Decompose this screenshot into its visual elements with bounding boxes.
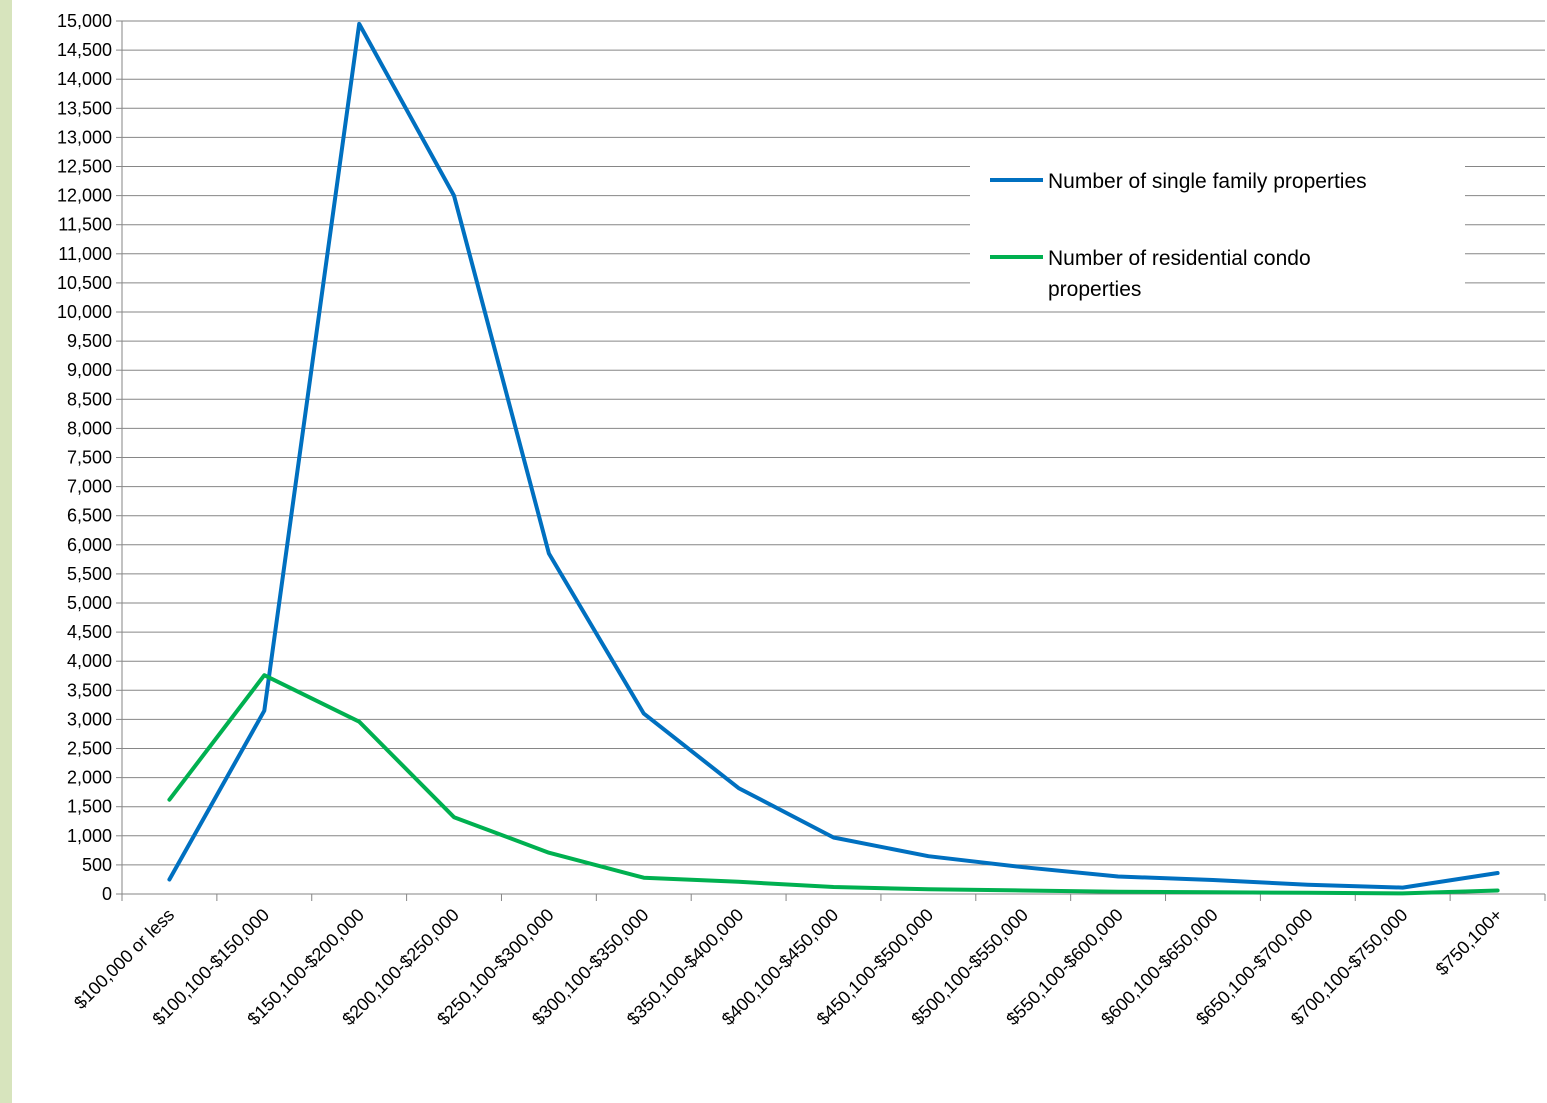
- data-point: [1306, 891, 1310, 895]
- y-tick-label: 12,000: [57, 186, 112, 206]
- y-axis-tick-labels: 0 500 1,000 1,500 2,000 2,500 3,000 3,500 4,000 4…: [57, 11, 112, 904]
- data-point: [642, 876, 646, 880]
- data-point: [832, 836, 836, 840]
- data-point: [642, 712, 646, 716]
- gridlines: [122, 20, 1545, 866]
- y-tick-label: 2,500: [67, 739, 112, 759]
- y-tick-label: 6,000: [67, 535, 112, 555]
- data-point: [737, 786, 741, 790]
- y-tick-label: 9,000: [67, 360, 112, 380]
- data-point: [452, 194, 456, 198]
- data-point: [547, 851, 551, 855]
- series-lines: [167, 21, 1500, 896]
- x-tick-label: $100,000 or less: [70, 905, 178, 1013]
- data-point: [926, 854, 930, 858]
- y-tick-label: 9,500: [67, 331, 112, 351]
- y-tick-label: 4,500: [67, 622, 112, 642]
- y-tick-label: 500: [82, 855, 112, 875]
- y-tick-label: 2,000: [67, 768, 112, 788]
- data-point: [1401, 891, 1405, 895]
- side-accent-strip: [0, 0, 12, 1103]
- x-axis-tick-labels: $100,000 or less$100,100-$150,000$150,10…: [70, 905, 1506, 1030]
- y-tick-label: 11,000: [58, 244, 112, 264]
- legend: Number of single family properties Number…: [970, 150, 1465, 301]
- y-tick-label: 6,500: [67, 506, 112, 526]
- data-point: [167, 877, 171, 881]
- y-tick-label: 11,500: [58, 215, 112, 235]
- data-point: [926, 887, 930, 891]
- y-tick-label: 8,500: [67, 389, 112, 409]
- y-tick-label: 3,500: [67, 680, 112, 700]
- data-point: [1116, 875, 1120, 879]
- data-point: [357, 720, 361, 724]
- y-tick-label: 4,000: [67, 651, 112, 671]
- series-line-residential-condo: [167, 673, 1500, 896]
- legend-box: [970, 150, 1465, 298]
- data-point: [167, 798, 171, 802]
- data-point: [1021, 865, 1025, 869]
- y-tick-label: 13,500: [57, 98, 112, 118]
- data-point: [262, 709, 266, 713]
- data-point: [832, 885, 836, 889]
- y-tick-label: 0: [102, 884, 112, 904]
- data-point: [1496, 871, 1500, 875]
- data-point: [452, 815, 456, 819]
- x-tick-label: $750,100+: [1432, 905, 1507, 980]
- data-point: [737, 880, 741, 884]
- y-tick-label: 10,500: [57, 273, 112, 293]
- y-tick-label: 5,000: [67, 593, 112, 613]
- y-tick-label: 14,000: [57, 69, 112, 89]
- data-point: [1211, 890, 1215, 894]
- y-tick-label: 3,000: [67, 709, 112, 729]
- y-tick-label: 5,500: [67, 564, 112, 584]
- y-tick-label: 15,000: [57, 11, 112, 31]
- legend-label: Number of residential condo properties: [1048, 247, 1311, 301]
- y-tick-label: 7,000: [67, 477, 112, 497]
- y-tick-label: 1,000: [67, 826, 112, 846]
- y-tick-label: 14,500: [57, 40, 112, 60]
- legend-label: Number of single family properties: [1048, 170, 1367, 193]
- series-line-single-family: [167, 21, 1500, 890]
- y-tick-label: 10,000: [57, 302, 112, 322]
- y-tick-label: 1,500: [67, 797, 112, 817]
- data-point: [1306, 883, 1310, 887]
- data-point: [262, 673, 266, 677]
- y-tick-label: 12,500: [57, 157, 112, 177]
- data-point: [1021, 889, 1025, 893]
- data-point: [1116, 890, 1120, 894]
- y-tick-label: 7,500: [67, 448, 112, 468]
- y-tick-label: 8,000: [67, 418, 112, 438]
- data-point: [357, 22, 361, 26]
- data-point: [1211, 878, 1215, 882]
- data-point: [547, 552, 551, 556]
- y-tick-label: 13,000: [57, 127, 112, 147]
- data-point: [1401, 886, 1405, 890]
- data-point: [1496, 889, 1500, 893]
